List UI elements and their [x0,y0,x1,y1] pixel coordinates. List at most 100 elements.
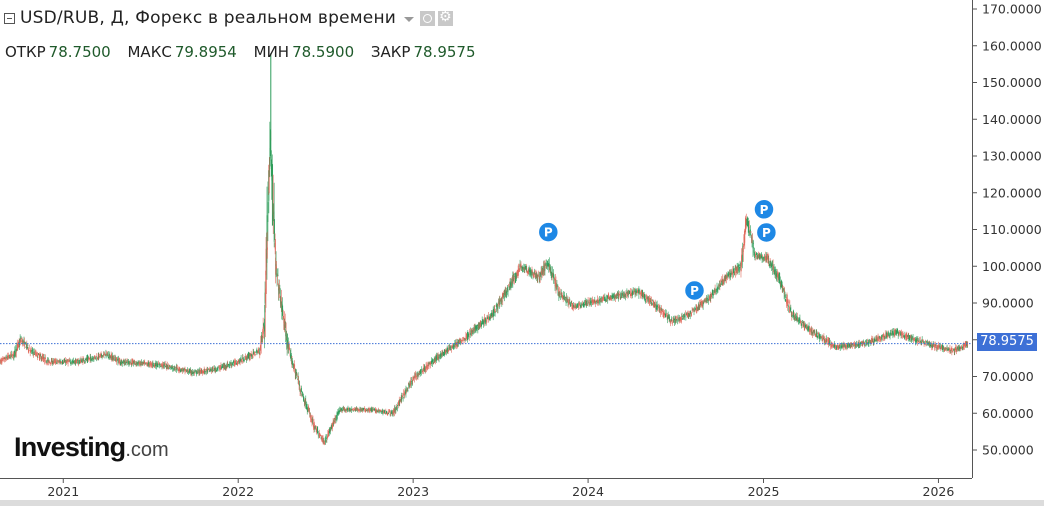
bottom-scrollbar[interactable] [0,500,1044,506]
candle-body [107,354,109,356]
candle-body [588,301,590,305]
candle-body [801,322,803,323]
candle-body [33,351,35,353]
candle-body [72,360,74,362]
candle-body [408,384,410,386]
candle-body [7,356,9,358]
candle-body [873,338,875,343]
candle-body [767,257,769,259]
candle-body [197,371,198,373]
x-axis: 2021 2022 2023 2024 2025 2026 [47,478,954,499]
candle-body [698,307,700,308]
candle-body [771,264,773,268]
candle-body [351,408,353,409]
candle-body [926,342,928,344]
candle-body [462,340,463,342]
candle-body [769,261,771,264]
candle-body [165,365,167,367]
candle-body [103,354,105,355]
candle-body [840,344,842,346]
candle-body [835,347,837,348]
candle-body [129,361,130,364]
candle-body [412,379,414,381]
event-marker[interactable] [537,221,560,243]
candle-body [118,359,119,360]
candle-body [605,300,607,302]
candle-body [616,297,618,299]
candle-body [228,364,230,366]
candle-body [400,397,402,401]
candle-body [280,301,282,306]
candle-body [233,361,235,363]
candle-body [15,348,17,354]
candle-body [490,314,492,318]
candle-body [193,372,194,374]
candle-body [537,274,539,276]
candle-body [279,286,280,289]
candle-body [555,279,556,287]
candle-body [52,360,54,363]
candle-body [552,273,554,278]
candle-body [351,408,353,410]
candle-body [964,343,966,344]
candle-body [162,364,164,366]
candle-body [531,271,532,276]
candle-body [838,346,840,349]
candle-body [186,369,187,372]
candle-body [293,363,295,368]
chart-title: USD/RUB, Д, Форекс в реальном времени [20,8,397,28]
candle-body [403,393,404,395]
candle-body [252,352,254,355]
candle-body [824,338,826,342]
candle-body [426,366,427,369]
candle-body [762,255,763,257]
collapse-icon[interactable] [4,12,15,24]
candle-body [624,294,625,297]
candle-body [243,360,245,362]
event-marker[interactable] [755,221,778,244]
candle-body [839,347,841,349]
candle-body [478,324,480,329]
candle-body [303,395,304,401]
eye-icon[interactable] [420,10,436,26]
candle-body [746,222,748,224]
candle-body [246,356,248,358]
candle-body [817,332,819,334]
candle-body [928,341,930,345]
event-marker[interactable] [683,279,706,302]
chevron-down-icon[interactable] [404,16,415,22]
gear-icon[interactable] [438,9,454,26]
candle-body [551,274,553,276]
candle-body [69,360,71,361]
candle-body [324,442,325,445]
candle-body [915,339,916,342]
candle-body [247,354,249,357]
candle-body [690,312,692,314]
candle-body [50,360,52,364]
candle-body [675,319,677,321]
candle-body [432,359,434,362]
candle-body [827,340,829,342]
candle-body [406,389,407,393]
candle-body [492,309,494,316]
candle-body [196,371,197,374]
candle-body [496,303,498,309]
candle-body [931,344,933,347]
candle-body [851,344,853,345]
candle-body [787,300,789,302]
candle-body [557,289,559,291]
event-marker[interactable] [753,198,775,221]
candle-body [570,302,572,303]
candle-body [528,269,530,273]
candle-body [47,360,49,363]
candle-body [474,326,476,331]
candle-body [394,408,395,413]
candle-body [267,202,269,223]
candle-body [214,367,216,369]
candle-body [619,294,621,296]
candle-body [560,293,562,296]
candle-body [519,269,520,271]
candle-body [282,316,284,319]
candle-body [302,391,303,394]
